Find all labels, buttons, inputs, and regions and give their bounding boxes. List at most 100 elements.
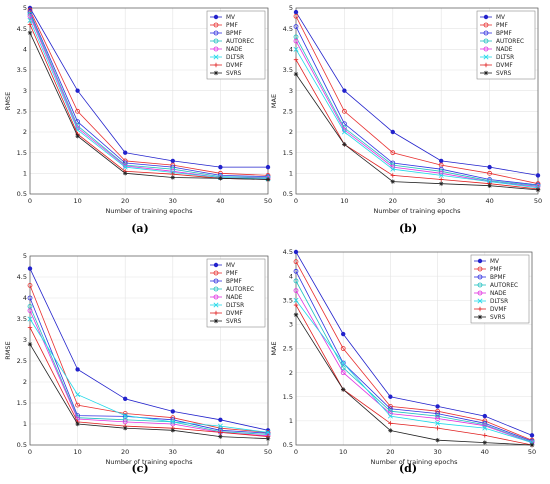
x-tick-label: 0 — [294, 197, 298, 205]
data-point — [293, 24, 299, 30]
data-point — [341, 387, 346, 392]
series-line — [29, 14, 269, 178]
x-tick-label: 0 — [294, 448, 298, 456]
legend-label: BPMF — [490, 275, 506, 281]
y-tick-label: 3.5 — [283, 66, 293, 74]
y-tick-label: 2 — [23, 128, 27, 136]
legend-label: NADE — [490, 291, 507, 297]
data-point — [435, 404, 440, 409]
series-dltsr — [293, 297, 535, 446]
data-point — [388, 421, 393, 426]
legend-marker — [477, 306, 483, 312]
data-point — [487, 164, 492, 170]
data-point — [27, 308, 33, 314]
data-point — [123, 426, 128, 431]
x-tick-label: 10 — [73, 448, 81, 456]
x-tick-label: 30 — [169, 448, 177, 456]
data-point — [265, 436, 271, 441]
data-point — [27, 266, 33, 271]
data-point — [122, 413, 128, 419]
series-line — [29, 20, 269, 180]
legend-marker — [477, 258, 483, 264]
data-point — [293, 259, 299, 265]
x-tick-label: 20 — [121, 197, 129, 205]
data-point — [122, 414, 128, 419]
series-nade — [293, 288, 535, 445]
data-point — [293, 288, 299, 294]
legend-label: SVRS — [490, 315, 506, 321]
data-point — [75, 133, 80, 139]
legend: MV PMF BPMF AUTOREC NADE DLTSR DVMF SVRS — [206, 10, 266, 80]
legend-label: DVMF — [490, 307, 507, 313]
data-point — [27, 282, 33, 288]
legend-marker — [483, 46, 489, 52]
data-point — [535, 173, 541, 178]
x-tick-label: 30 — [169, 197, 177, 205]
legend: MV PMF BPMF AUTOREC NADE DLTSR DVMF SVRS — [206, 258, 266, 328]
series-line — [295, 73, 539, 191]
series-line — [295, 26, 539, 186]
y-tick-label: 3 — [289, 87, 293, 95]
legend-marker — [213, 62, 219, 68]
legend-label: PMF — [490, 267, 502, 273]
legend-entry: DLTSR — [474, 298, 508, 305]
data-point — [435, 416, 441, 421]
series-line — [29, 318, 269, 433]
data-point — [265, 177, 271, 182]
x-axis-label: Number of training epochs — [374, 207, 462, 215]
data-point — [27, 342, 33, 347]
data-point — [439, 177, 444, 182]
data-point — [75, 88, 80, 93]
legend-entry: DVMF — [210, 62, 243, 69]
y-tick-label: 5 — [23, 252, 27, 260]
data-point — [341, 129, 347, 135]
legend-marker — [477, 298, 483, 304]
legend-label: NADE — [226, 295, 243, 301]
data-point — [535, 187, 541, 193]
plot-area — [295, 251, 533, 446]
x-tick-label: 40 — [216, 197, 224, 205]
legend-entry: BPMF — [474, 274, 506, 281]
legend-entry: NADE — [474, 290, 507, 297]
data-point — [529, 440, 535, 446]
series-svrs — [27, 30, 271, 182]
series-mv — [293, 249, 535, 438]
legend-entry: MV — [210, 14, 235, 21]
legend-marker — [483, 54, 489, 60]
data-point — [390, 179, 395, 184]
y-tick-label: 1.5 — [283, 393, 293, 401]
legend-marker — [213, 262, 219, 268]
legend-entry: PMF — [210, 270, 238, 277]
y-tick-label: 0.5 — [283, 190, 293, 198]
series-line — [295, 314, 533, 446]
legend-label: PMF — [496, 23, 508, 29]
legend-label: DLTSR — [226, 303, 244, 309]
data-point — [438, 172, 444, 178]
y-tick-label: 4 — [289, 46, 293, 54]
legend-marker — [477, 290, 483, 296]
series-line — [295, 11, 539, 176]
data-point — [390, 129, 395, 135]
legend-label: AUTOREC — [490, 283, 518, 289]
legend-marker — [483, 38, 489, 44]
x-tick-label: 10 — [340, 197, 348, 205]
y-tick-label: 4 — [23, 294, 27, 302]
legend-label: MV — [226, 263, 235, 269]
data-point — [340, 370, 346, 376]
legend-marker — [213, 310, 219, 316]
data-point — [340, 365, 346, 371]
data-point — [218, 434, 223, 439]
data-point — [293, 13, 299, 19]
legend-marker — [483, 14, 489, 20]
y-tick-label: 2 — [289, 369, 293, 377]
legend-marker — [213, 278, 219, 284]
legend-entry: MV — [480, 14, 505, 21]
legend-label: SVRS — [226, 71, 242, 77]
legend-entry: PMF — [480, 22, 508, 29]
plot-area — [295, 7, 539, 195]
y-tick-label: 0.5 — [283, 441, 293, 449]
data-point — [293, 268, 299, 274]
data-point — [482, 420, 488, 426]
x-tick-label: 50 — [534, 197, 542, 205]
legend-entry: SVRS — [210, 70, 242, 77]
